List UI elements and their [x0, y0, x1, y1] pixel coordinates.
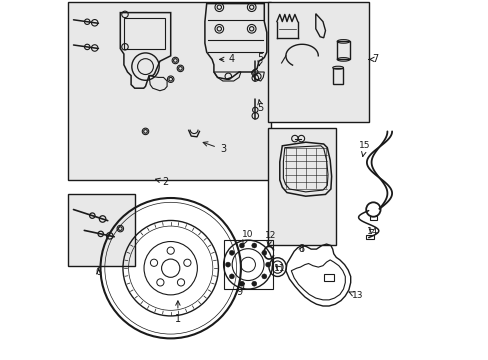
Text: 6: 6	[96, 267, 102, 277]
Text: 4: 4	[219, 54, 234, 64]
Text: 15: 15	[359, 141, 370, 156]
Circle shape	[251, 281, 256, 286]
Text: 7: 7	[368, 54, 377, 64]
Text: 8: 8	[298, 244, 304, 255]
Text: 9: 9	[236, 283, 244, 297]
Circle shape	[261, 250, 266, 255]
Text: 12: 12	[264, 231, 276, 246]
Bar	[337, 41, 349, 59]
Bar	[267, 2, 368, 122]
Bar	[267, 128, 336, 245]
Text: 5: 5	[257, 53, 264, 66]
Text: 11: 11	[273, 264, 285, 274]
Bar	[369, 216, 376, 220]
Bar	[68, 194, 134, 266]
Bar	[123, 18, 165, 49]
Text: 3: 3	[203, 142, 225, 154]
Bar	[366, 235, 373, 239]
Circle shape	[229, 274, 234, 279]
Circle shape	[261, 274, 266, 279]
Text: 13: 13	[348, 292, 363, 300]
Text: 14: 14	[366, 227, 377, 236]
Text: 1: 1	[175, 301, 181, 324]
Text: 2: 2	[155, 177, 168, 187]
Circle shape	[225, 262, 230, 267]
Circle shape	[239, 281, 244, 286]
Bar	[223, 240, 272, 289]
Text: 10: 10	[241, 230, 253, 245]
Circle shape	[229, 250, 234, 255]
Circle shape	[239, 243, 244, 248]
Text: 5: 5	[257, 100, 264, 113]
Circle shape	[265, 262, 270, 267]
Circle shape	[251, 243, 256, 248]
Bar	[68, 2, 271, 180]
Bar	[323, 274, 333, 281]
Bar	[332, 68, 343, 84]
